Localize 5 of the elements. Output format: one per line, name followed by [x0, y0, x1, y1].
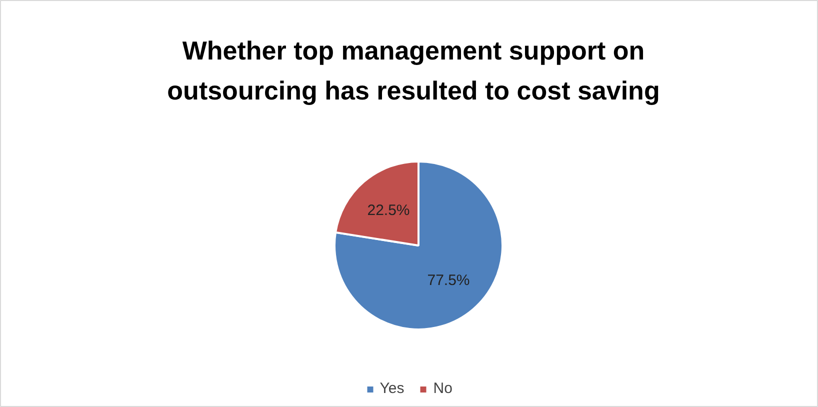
data-label: 22.5% [367, 202, 410, 219]
chart-title: Whether top management support on outsourcing has resulted to cost saving [167, 36, 660, 106]
legend-label: Yes [380, 380, 404, 397]
legend-label: No [433, 380, 454, 397]
data-label: 77.5% [427, 272, 470, 290]
